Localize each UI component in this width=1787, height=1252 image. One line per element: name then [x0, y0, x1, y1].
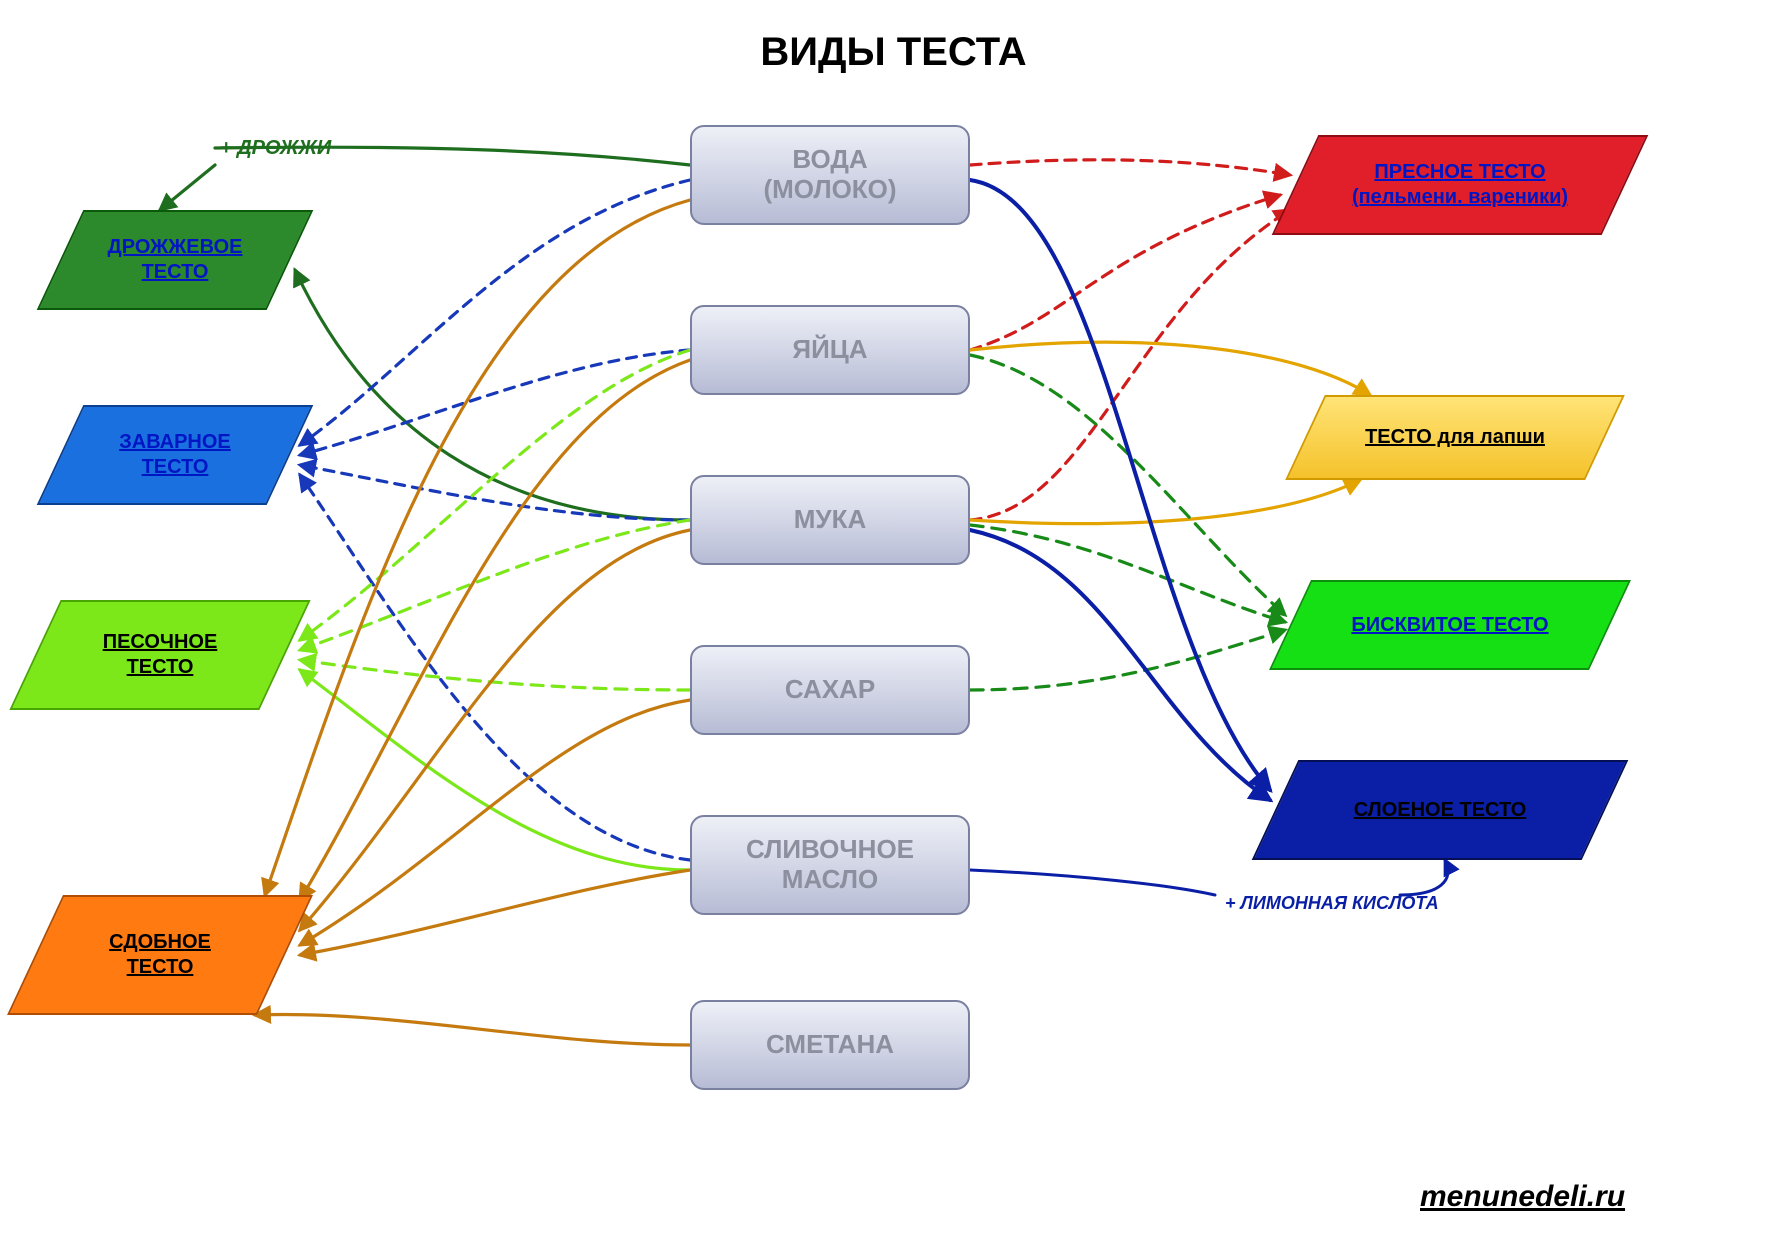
diagram-stage: ВИДЫ ТЕСТА menunedeli.ru ВОДА (МОЛОКО)ЯЙ… [0, 0, 1787, 1252]
edge-3 [300, 180, 690, 445]
ingredient-cream: СМЕТАНА [690, 1000, 970, 1090]
edge-14 [300, 700, 690, 945]
edge-16 [255, 1015, 690, 1045]
footer-credit: menunedeli.ru [1420, 1180, 1625, 1214]
edge-28 [1400, 860, 1448, 895]
edge-20 [970, 342, 1370, 395]
dough-noodle-label: ТЕСТО для лапши [1307, 397, 1603, 478]
edge-23 [970, 525, 1285, 622]
edge-25 [970, 180, 1270, 790]
edge-15 [300, 870, 690, 955]
dough-puff-label: СЛОЕНОЕ ТЕСТО [1277, 762, 1603, 858]
edge-24 [970, 630, 1285, 690]
edge-13 [300, 530, 690, 930]
note-acid_add: + ЛИМОННАЯ КИСЛОТА [1225, 893, 1439, 914]
dough-rich: СДОБНОЕ ТЕСТО [7, 895, 313, 1015]
edge-11 [265, 200, 690, 895]
ingredient-flour: МУКА [690, 475, 970, 565]
edge-21 [970, 480, 1360, 524]
dough-yeast: ДРОЖЖЕВОЕ ТЕСТО [37, 210, 314, 310]
ingredient-sugar: САХАР [690, 645, 970, 735]
edge-10 [300, 670, 690, 870]
edge-4 [300, 350, 690, 455]
dough-sponge-label: БИСКВИТОЕ ТЕСТО [1292, 582, 1608, 668]
dough-short: ПЕСОЧНОЕ ТЕСТО [9, 600, 310, 710]
edge-17 [970, 160, 1290, 175]
edge-5 [300, 465, 690, 520]
edge-18 [970, 195, 1280, 350]
ingredient-butter: СЛИВОЧНОЕ МАСЛО [690, 815, 970, 915]
dough-rich-label: СДОБНОЕ ТЕСТО [37, 897, 283, 1013]
edge-1 [160, 165, 215, 210]
dough-fresh: ПРЕСНОЕ ТЕСТО (пельмени. вареники) [1272, 135, 1649, 235]
note-yeast_add: + ДРОЖЖИ [220, 137, 331, 160]
dough-choux: ЗАВАРНОЕ ТЕСТО [37, 405, 314, 505]
edge-27 [970, 870, 1215, 895]
edge-19 [970, 210, 1290, 520]
ingredient-eggs: ЯЙЦА [690, 305, 970, 395]
dough-puff: СЛОЕНОЕ ТЕСТО [1252, 760, 1629, 860]
dough-yeast-label: ДРОЖЖЕВОЕ ТЕСТО [62, 212, 288, 308]
dough-short-label: ПЕСОЧНОЕ ТЕСТО [37, 602, 283, 708]
dough-noodle: ТЕСТО для лапши [1285, 395, 1625, 480]
ingredient-water: ВОДА (МОЛОКО) [690, 125, 970, 225]
dough-fresh-label: ПРЕСНОЕ ТЕСТО (пельмени. вареники) [1297, 137, 1623, 233]
edge-22 [970, 355, 1285, 615]
dough-sponge: БИСКВИТОЕ ТЕСТО [1269, 580, 1631, 670]
edge-26 [970, 530, 1270, 800]
dough-choux-label: ЗАВАРНОЕ ТЕСТО [62, 407, 288, 503]
